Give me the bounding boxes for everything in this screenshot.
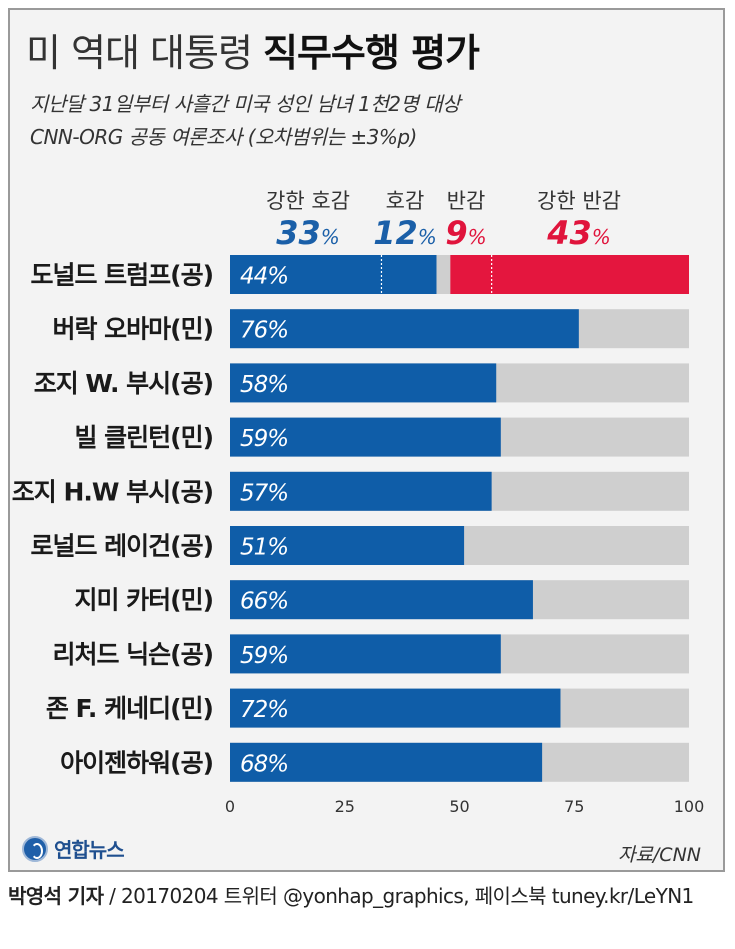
bar-value-label: 68% bbox=[240, 751, 288, 777]
bar-value-label: 59% bbox=[240, 643, 288, 669]
bar-approve bbox=[230, 580, 533, 620]
legend-value-unit: % bbox=[468, 225, 487, 249]
credit-details: / 20170204 트위터 @yonhap_graphics, 페이스북 tu… bbox=[103, 884, 694, 908]
bar-approve bbox=[230, 417, 501, 457]
category-label: 아이젠하워(공) bbox=[60, 748, 213, 777]
legend-value-unit: % bbox=[321, 225, 340, 249]
x-tick-label: 50 bbox=[449, 797, 469, 816]
category-label: 빌 클린턴(민) bbox=[74, 423, 213, 452]
bar-approve bbox=[230, 688, 561, 728]
bar-approve bbox=[230, 634, 501, 674]
x-tick-label: 25 bbox=[335, 797, 355, 816]
bar-value-label: 72% bbox=[240, 697, 288, 723]
category-label: 리처드 닉슨(공) bbox=[52, 640, 213, 669]
subtitle-line-2: CNN-ORG 공동 여론조사 (오차범위는 ±3%p) bbox=[30, 125, 417, 149]
reporter-name: 박영석 기자 bbox=[8, 884, 104, 908]
bar-approve bbox=[230, 471, 492, 511]
category-label: 존 F. 케네디(민) bbox=[46, 694, 213, 723]
category-label: 조지 W. 부시(공) bbox=[34, 369, 213, 398]
bar-value-label: 76% bbox=[240, 318, 288, 344]
x-tick-label: 100 bbox=[674, 797, 705, 816]
bar-approve bbox=[230, 742, 543, 782]
category-label: 로널드 레이건(공) bbox=[30, 532, 213, 561]
legend-value-number: 12 bbox=[373, 214, 418, 252]
legend-value: 43% bbox=[546, 214, 611, 252]
bar-value-label: 51% bbox=[240, 535, 288, 561]
category-label: 버락 오바마(민) bbox=[52, 315, 213, 344]
bar-value-label: 58% bbox=[240, 372, 288, 398]
legend-label: 호감 bbox=[386, 189, 425, 213]
page-title: 미 역대 대통령 직무수행 평가 bbox=[26, 22, 480, 77]
yonhap-logo: 연합뉴스 bbox=[22, 834, 125, 863]
logo-text: 연합뉴스 bbox=[54, 838, 125, 862]
subtitle-line-1: 지난달 31일부터 사흘간 미국 성인 남녀 1천2명 대상 bbox=[30, 92, 461, 116]
legend-label: 강한 호감 bbox=[266, 189, 350, 213]
category-label: 조지 H.W 부시(공) bbox=[12, 477, 213, 506]
legend-label: 강한 반감 bbox=[537, 189, 621, 213]
category-label: 지미 카터(민) bbox=[74, 586, 213, 615]
yonhap-logo-icon bbox=[22, 835, 48, 862]
x-tick-label: 75 bbox=[564, 797, 584, 816]
bar-approve bbox=[230, 526, 465, 565]
bar-approve bbox=[230, 363, 497, 403]
legend-label: 반감 bbox=[447, 189, 486, 213]
legend-value-unit: % bbox=[592, 225, 611, 249]
legend-value-unit: % bbox=[418, 225, 437, 249]
bar-disapprove-total bbox=[450, 255, 689, 294]
category-label: 도널드 트럼프(공) bbox=[30, 261, 213, 290]
legend-value-number: 33 bbox=[276, 214, 321, 252]
legend-value-number: 43 bbox=[546, 214, 592, 252]
legend-value: 33% bbox=[276, 214, 340, 252]
title-light: 미 역대 대통령 bbox=[26, 31, 253, 75]
legend-value-number: 9 bbox=[445, 214, 467, 252]
bar-value-label: 57% bbox=[240, 480, 288, 506]
title-bold: 직무수행 평가 bbox=[263, 31, 480, 75]
bar-approve bbox=[230, 309, 579, 349]
bar-approve-total bbox=[230, 255, 437, 294]
legend-value: 9% bbox=[445, 214, 486, 252]
bar-value-label: 66% bbox=[240, 589, 288, 615]
bar-value-label: 59% bbox=[240, 426, 288, 452]
bar-no-opinion bbox=[436, 255, 451, 294]
source-note: 자료/CNN bbox=[617, 844, 701, 866]
credit-line: 박영석 기자 / 20170204 트위터 @yonhap_graphics, … bbox=[8, 880, 694, 909]
legend-value: 12% bbox=[373, 214, 437, 252]
bar-value-label: 44% bbox=[240, 264, 288, 290]
x-tick-label: 0 bbox=[225, 797, 235, 816]
